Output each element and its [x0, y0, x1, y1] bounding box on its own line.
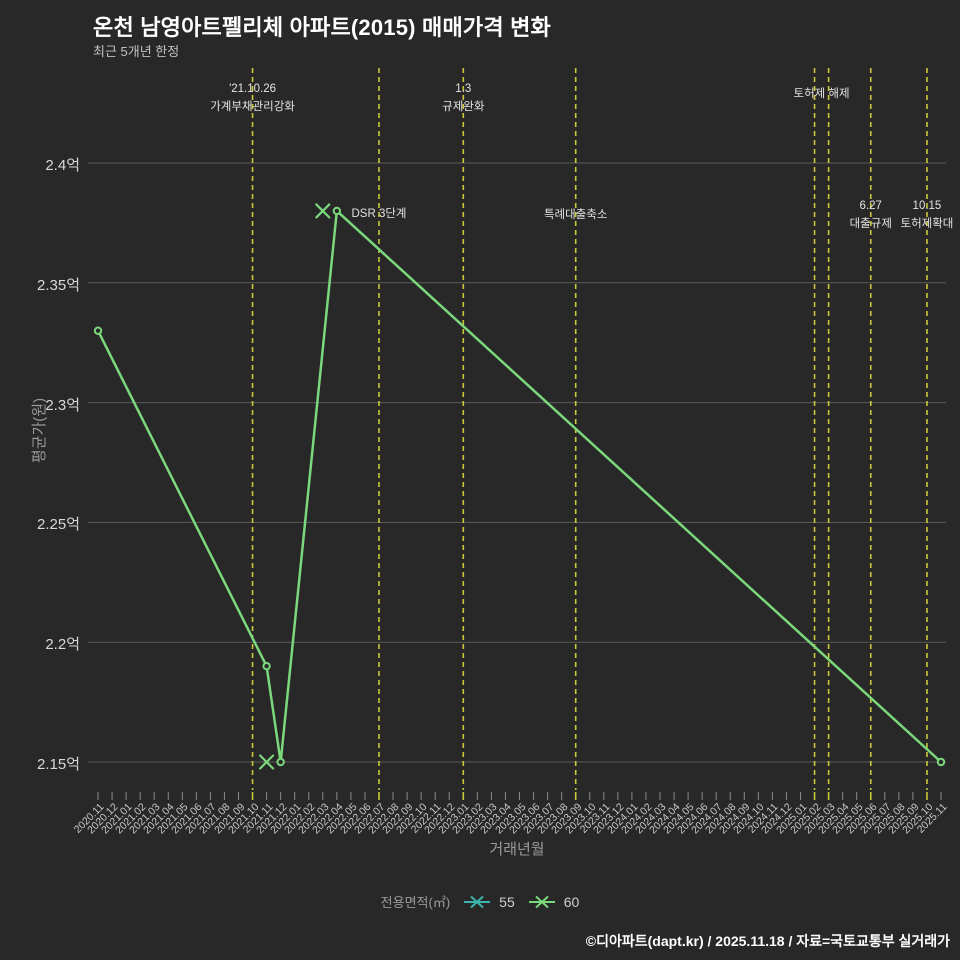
event-annotation-line: 특례대출축소 [543, 209, 608, 221]
event-annotation-line: 10.15 [912, 200, 942, 212]
series-60-point [93, 326, 103, 335]
event-annotation-line: 대출규제 [849, 218, 892, 230]
legend: 전용면적(㎡) 55 60 [0, 892, 960, 911]
y-tick-label: 2.35억 [37, 276, 80, 294]
event-annotation-line: DSR 3단계 [351, 208, 407, 220]
event-annotation: DSR 3단계 [294, 205, 464, 223]
event-annotation: 1.3 규제완화 [378, 80, 548, 116]
series-60-point [262, 661, 271, 671]
legend-marker-60-x-icon [528, 895, 555, 908]
event-annotation-line: 규제완화 [442, 101, 485, 113]
event-annotation: '21.10.26 가계부채관리강화 [168, 80, 338, 116]
event-annotation-line: 토허제 해제 [793, 88, 850, 100]
chart-subtitle: 최근 5개년 한정 [93, 44, 180, 59]
event-annotation-line: '21.10.26 [229, 83, 277, 95]
series-60-x-marker [259, 754, 275, 770]
y-tick-label: 2.25억 [37, 516, 80, 534]
series-60-point [332, 206, 342, 216]
y-tick-label: 2.15억 [37, 756, 80, 773]
x-axis-title: 거래년월 [489, 841, 545, 858]
event-annotation-line: 1.3 [455, 83, 472, 95]
event-annotation-line: 6.27 [859, 200, 882, 212]
legend-title: 전용면적(㎡) [380, 895, 451, 910]
event-annotation: 6.27 대출규제 [786, 197, 956, 233]
event-annotation: 10.15 토허제확대 [842, 197, 960, 233]
legend-item-60: 60 [528, 893, 580, 910]
y-tick-label: 2.2억 [45, 636, 80, 654]
series-60-x-marker [315, 203, 331, 219]
legend-marker-55-x-icon [464, 895, 491, 908]
event-annotation-line: 가계부채관리강화 [210, 101, 295, 113]
series-60-point [936, 757, 946, 767]
legend-label-55: 55 [499, 893, 515, 910]
event-annotation: 특례대출축소 [491, 206, 661, 224]
chart-title: 온천 남영아트펠리체 아파트(2015) 매매가격 변화 [93, 15, 551, 40]
series-60-point [276, 757, 285, 767]
legend-item-55: 55 [463, 894, 515, 910]
y-tick-label: 2.4억 [45, 157, 80, 174]
event-annotation: 토허제 해제 [737, 85, 907, 103]
legend-label-60: 60 [563, 893, 580, 910]
footer-credit: ©디아파트(dapt.kr) / 2025.11.18 / 자료=국토교통부 실… [585, 933, 950, 949]
y-axis-title: 평균가(원) [31, 397, 49, 464]
event-annotation-line: 토허제확대 [900, 218, 954, 230]
y-tick-label: 2.3억 [45, 396, 80, 414]
